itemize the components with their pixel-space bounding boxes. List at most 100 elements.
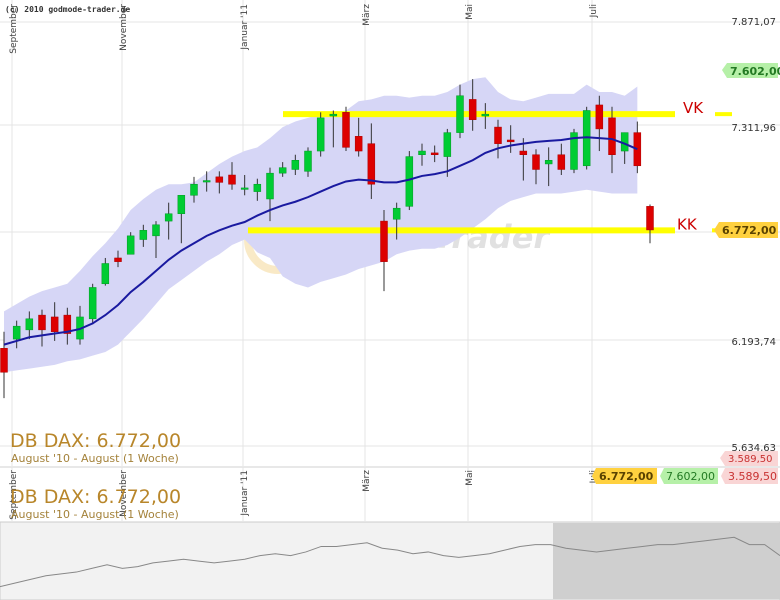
candle [88, 283, 97, 325]
y-tick-label: 6.193,74 [731, 337, 776, 348]
candle [25, 311, 34, 340]
overview-month-label: Mai [465, 470, 475, 486]
candle [63, 307, 72, 345]
candle-body-down [506, 139, 515, 143]
overview-subtitle: August '10 - August (1 Woche) [11, 508, 179, 521]
candle-body-up [316, 117, 325, 152]
candle-body-up [405, 156, 414, 207]
candle [646, 204, 654, 244]
candle [557, 143, 566, 176]
candle-body-down [519, 150, 528, 155]
badge-last-text: 6.772,00 [722, 224, 777, 237]
candle [126, 232, 135, 255]
candle-body-down [380, 220, 388, 262]
candle-body-down [354, 136, 363, 152]
candle [544, 147, 553, 187]
candle [506, 125, 515, 153]
candle-body-up [139, 230, 148, 240]
candle [316, 112, 325, 157]
level-label-kk: KK [677, 215, 698, 233]
candle-body-down [38, 314, 46, 331]
overview-month-label: Januar '11 [240, 470, 250, 517]
candle-body-up [443, 132, 452, 157]
level-label-vk: VK [683, 99, 704, 117]
candle [202, 171, 211, 192]
candle-body-down [646, 206, 654, 231]
overview-badge-low-text: 3.589,50 [728, 470, 777, 483]
badge-extra: 3.589,50 [720, 451, 778, 466]
overview-badge-last-text: 6.772,00 [599, 470, 654, 483]
bollinger-band [4, 77, 638, 373]
candle-body-down [557, 154, 566, 170]
navigator-selection[interactable] [553, 523, 780, 599]
badge-vk-price: 7.602,00 [722, 63, 780, 78]
candle [291, 154, 300, 176]
candle [114, 250, 122, 268]
candle-body-down [430, 152, 439, 155]
candle-body-up [177, 195, 186, 214]
overview-month-label: September [9, 470, 19, 520]
x-month-label: Juli [589, 4, 599, 18]
copyright-text: (c) 2010 godmode-trader.de [5, 5, 130, 14]
x-axis-month-labels: September November Januar '11 März Mai Juli [9, 4, 599, 54]
candle-body-up [570, 132, 578, 170]
candle [228, 162, 236, 190]
overview-badge-low-bg [721, 468, 778, 484]
candle [443, 128, 452, 177]
candle [278, 162, 287, 177]
candle [595, 95, 604, 152]
candle-body-up [253, 183, 262, 192]
candle-body-down [228, 174, 236, 185]
candle [481, 103, 490, 129]
candle-body-up [202, 180, 211, 183]
candle-body-up [392, 207, 401, 220]
candle [190, 176, 198, 203]
candle-body-up [418, 150, 426, 155]
candle-body-down [342, 112, 350, 148]
overview-badge-low: 3.589,50 [721, 468, 778, 484]
candle-body-down [215, 176, 224, 183]
candle-body-up [164, 213, 173, 222]
moving-average-line [3, 136, 638, 346]
chart-subtitle: August '10 - August (1 Woche) [11, 452, 179, 465]
candle [152, 221, 160, 258]
x-month-label: September [9, 4, 19, 54]
overview-badge-high-bg [660, 468, 718, 484]
x-month-label: Mai [465, 4, 475, 20]
candle [12, 320, 21, 349]
candle [38, 309, 46, 347]
candle-body-down [50, 316, 59, 332]
candle-body-down [532, 154, 540, 170]
x-month-label: März [362, 4, 372, 26]
candle-body-down [114, 257, 122, 262]
candle-body-down [0, 348, 8, 373]
candle [240, 175, 249, 196]
candle [570, 128, 578, 174]
candle-body-up [304, 150, 312, 172]
candle-body-up [126, 235, 135, 255]
overview-month-label: November [119, 470, 129, 517]
candle [177, 195, 186, 244]
navigator-line [0, 536, 780, 588]
candle-body-down [63, 314, 72, 334]
candle [519, 138, 528, 181]
chart-title: DB DAX: 6.772,00 [10, 430, 181, 452]
candle-body-down [595, 104, 604, 130]
candles-group [0, 79, 654, 399]
candle-body-down [608, 117, 616, 155]
navigator[interactable] [0, 521, 780, 600]
candle-body-up [190, 183, 198, 196]
badge-vk-text: 7.602,00 [730, 65, 780, 78]
badge-extra-text: 3.589,50 [728, 454, 773, 465]
candle-body-down [468, 99, 477, 120]
candle [342, 106, 350, 152]
candle [494, 119, 502, 159]
candle-body-up [88, 287, 97, 320]
candle-body-up [152, 224, 160, 237]
badge-extra-bg [720, 451, 778, 466]
candle-body-up [291, 160, 300, 170]
candle [253, 178, 262, 201]
candle-body-up [101, 263, 110, 285]
candle [304, 147, 312, 177]
x-month-label: Januar '11 [240, 4, 250, 51]
